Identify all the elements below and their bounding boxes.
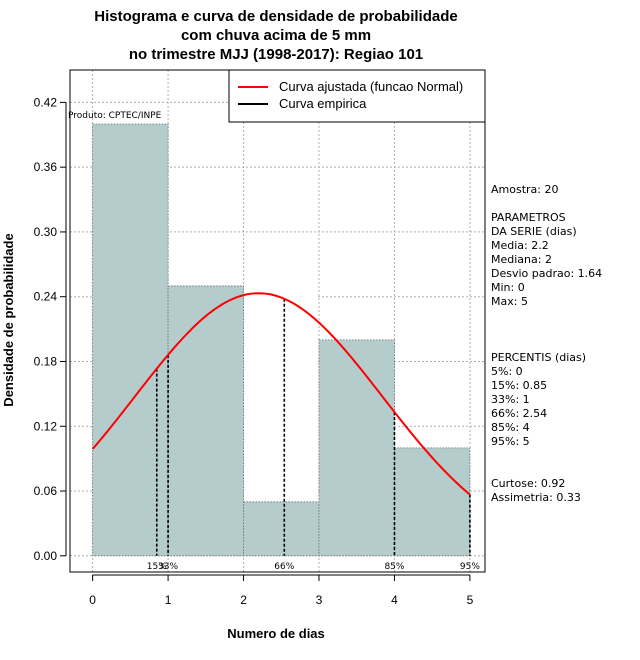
- y-tick-label: 0.24: [34, 290, 58, 304]
- stats-line: Desvio padrao: 1.64: [491, 267, 602, 280]
- histogram-bar: [243, 501, 320, 557]
- percentile-label: 66%: [274, 562, 294, 572]
- histogram-bar: [394, 447, 471, 557]
- y-axis-label: Densidade de probabilidade: [1, 233, 16, 406]
- stats-line: Curtose: 0.92: [491, 477, 565, 490]
- stats-line: PERCENTIS (dias): [491, 351, 586, 364]
- x-tick-label: 0: [89, 593, 96, 607]
- stats-line: Assimetria: 0.33: [491, 491, 581, 504]
- stats-line: PARAMETROS: [491, 211, 566, 224]
- y-tick-label: 0.12: [34, 419, 58, 433]
- stats-line: 5%: 0: [491, 365, 523, 378]
- stats-line: DA SERIE (dias): [491, 225, 577, 238]
- stats-line: 85%: 4: [491, 421, 530, 434]
- histogram-bar: [318, 339, 395, 557]
- percentile-label: 85%: [384, 562, 404, 572]
- x-tick-label: 2: [240, 593, 247, 607]
- histogram-bar: [92, 123, 169, 557]
- stats-line: Min: 0: [491, 281, 525, 294]
- percentile-label: 95%: [460, 562, 480, 572]
- x-tick-label: 5: [467, 593, 474, 607]
- bar-gap: [244, 285, 318, 501]
- histogram-bars: [92, 123, 471, 557]
- percentile-label: 15%: [147, 562, 167, 572]
- normal-curve: [91, 292, 471, 496]
- title-line: no trimestre MJJ (1998-2017): Regiao 101: [129, 46, 423, 63]
- stats-line: 66%: 2.54: [491, 407, 547, 420]
- y-tick-label: 0.42: [34, 95, 58, 109]
- axes: 0.00 0.06 0.12 0.18 0.24 0.30 0.36 0.42 0 1 2 3 4 5: [34, 95, 474, 607]
- legend-label: Curva empirica: [279, 96, 367, 111]
- stats-line: Mediana: 2: [491, 253, 552, 266]
- stats-line: Amostra: 20: [491, 183, 558, 196]
- stats-line: Max: 5: [491, 295, 528, 308]
- stats-line: Media: 2.2: [491, 239, 549, 252]
- y-tick-label: 0.30: [34, 225, 58, 239]
- stats-line: 15%: 0.85: [491, 379, 547, 392]
- y-tick-label: 0.36: [34, 160, 58, 174]
- chart-title: Histograma e curva de densidade de proba…: [94, 8, 457, 63]
- histogram-bar: [167, 285, 244, 557]
- x-tick-label: 1: [165, 593, 172, 607]
- x-axis-label: Numero de dias: [227, 626, 325, 641]
- percentile-lines: 15%33% 66% 85% 95%: [147, 298, 480, 572]
- stats-line: 95%: 5: [491, 435, 530, 448]
- normal-curve-group: [91, 292, 471, 496]
- y-tick-label: 0.06: [34, 484, 58, 498]
- legend: Curva ajustada (funcao Normal) Curva empi…: [228, 69, 486, 123]
- legend-box: [228, 69, 486, 123]
- title-line: com chuva acima de 5 mm: [181, 27, 371, 44]
- product-label: Produto: CPTEC/INPE: [68, 111, 162, 121]
- legend-label: Curva ajustada (funcao Normal): [279, 79, 463, 94]
- x-tick-label: 4: [391, 593, 398, 607]
- y-tick-label: 0.18: [34, 354, 58, 368]
- x-tick-label: 3: [316, 593, 323, 607]
- title-line: Histograma e curva de densidade de proba…: [94, 8, 457, 25]
- stats-line: 33%: 1: [491, 393, 530, 406]
- percentile-label: 33%: [158, 562, 178, 572]
- y-tick-label: 0.00: [34, 549, 58, 563]
